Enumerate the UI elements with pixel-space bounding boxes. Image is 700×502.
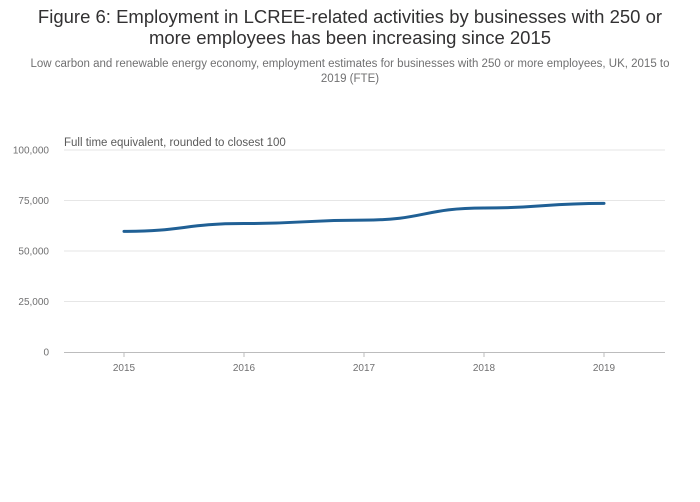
- y-tick-label: 100,000: [13, 146, 50, 157]
- x-tick-label: 2016: [233, 363, 256, 374]
- gridlines: [64, 149, 665, 302]
- y-tick-label: 50,000: [18, 247, 49, 258]
- x-tick-label: 2015: [113, 363, 136, 374]
- y-tick-label: 75,000: [18, 196, 49, 207]
- y-tick-label: 25,000: [18, 297, 49, 308]
- axes: 0 25,000 50,000 75,000 100,000 2015 2016 2017 20…: [13, 146, 665, 374]
- chart-title: Figure 6: Employment in LCREE-related ac…: [37, 6, 663, 48]
- y-axis-annotation: Full time equivalent, rounded to closest…: [64, 137, 286, 149]
- y-tick-label: 0: [43, 348, 49, 359]
- series-line: [122, 201, 606, 233]
- chart-subtitle: Low carbon and renewable energy economy,…: [30, 58, 670, 85]
- x-tick-label: 2018: [473, 363, 496, 374]
- x-tick-label: 2017: [353, 363, 376, 374]
- x-tick-label: 2019: [593, 363, 616, 374]
- series: [122, 201, 606, 233]
